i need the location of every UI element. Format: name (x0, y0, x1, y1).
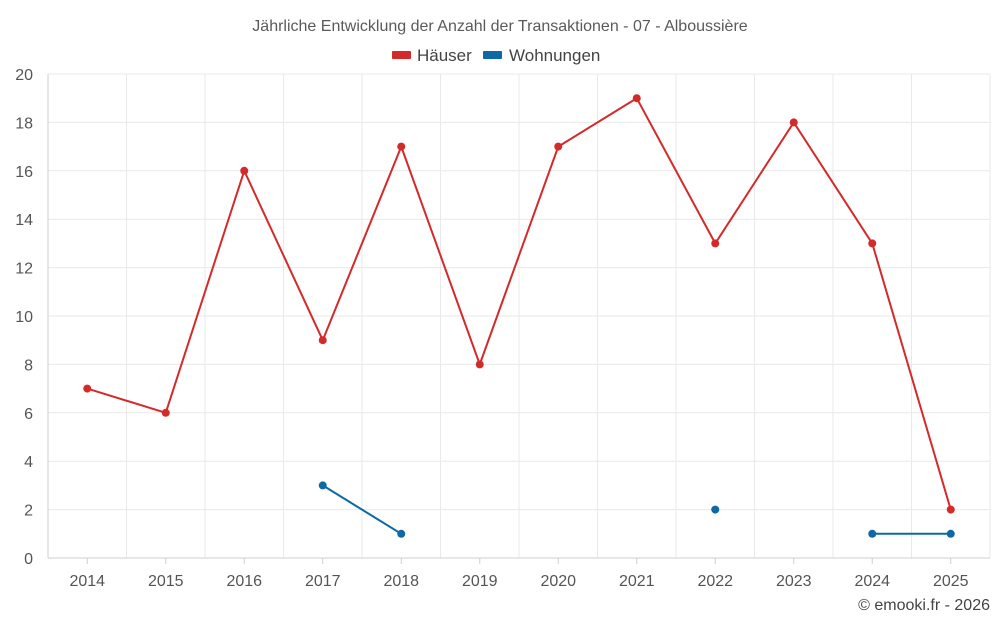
y-tick-label: 12 (15, 261, 33, 278)
legend-swatch (392, 51, 411, 59)
copyright-credit: © emooki.fr - 2026 (858, 597, 990, 614)
x-tick-label: 2018 (383, 573, 419, 590)
legend-swatch (483, 51, 502, 59)
data-point[interactable] (318, 481, 327, 490)
x-tick-label: 2023 (776, 573, 812, 590)
x-tick-label: 2025 (933, 573, 969, 590)
series-wohnungen (318, 481, 955, 538)
x-tick-label: 2015 (148, 573, 184, 590)
chart-title: Jährliche Entwicklung der Anzahl der Tra… (252, 18, 747, 35)
x-tick-label: 2019 (462, 573, 498, 590)
x-tick-label: 2016 (226, 573, 262, 590)
y-tick-label: 18 (15, 115, 33, 132)
data-point[interactable] (632, 94, 641, 103)
data-point[interactable] (868, 239, 877, 248)
legend-item-wohnungen[interactable]: Wohnungen (483, 46, 600, 65)
data-point[interactable] (554, 142, 563, 151)
data-point[interactable] (161, 408, 170, 417)
series-haeuser (83, 94, 955, 514)
legend-label: Häuser (417, 46, 472, 65)
data-point[interactable] (946, 505, 955, 514)
data-point[interactable] (946, 529, 955, 538)
x-tick-label: 2020 (540, 573, 576, 590)
y-tick-label: 2 (24, 503, 33, 520)
chart-grid (47, 73, 991, 559)
data-point[interactable] (83, 384, 92, 393)
y-axis: 0 2 4 6 8 10 12 14 16 18 20 (15, 67, 49, 568)
data-point[interactable] (318, 336, 327, 345)
chart-legend: Häuser Wohnungen (392, 46, 600, 65)
y-tick-label: 14 (15, 212, 33, 229)
data-point[interactable] (475, 360, 484, 369)
data-point[interactable] (397, 142, 406, 151)
x-tick-label: 2017 (305, 573, 341, 590)
y-tick-label: 10 (15, 309, 33, 326)
y-tick-label: 4 (24, 454, 33, 471)
legend-label: Wohnungen (509, 46, 600, 65)
x-tick-label: 2021 (619, 573, 655, 590)
x-tick-label: 2022 (697, 573, 733, 590)
data-point[interactable] (397, 529, 406, 538)
data-point[interactable] (711, 505, 720, 514)
series-layer (83, 94, 955, 538)
y-tick-label: 6 (24, 406, 33, 423)
data-point[interactable] (868, 529, 877, 538)
y-tick-label: 0 (24, 551, 33, 568)
y-tick-label: 20 (15, 67, 33, 84)
data-point[interactable] (711, 239, 720, 248)
y-tick-label: 16 (15, 164, 33, 181)
legend-item-haeuser[interactable]: Häuser (392, 46, 472, 65)
x-tick-label: 2024 (854, 573, 890, 590)
x-axis: 2014 2015 2016 2017 2018 2019 2020 2021 2022 2023… (48, 557, 990, 590)
x-tick-label: 2014 (69, 573, 105, 590)
series-line-segment (322, 484, 402, 535)
series-line-segment (86, 97, 952, 510)
data-point[interactable] (240, 166, 249, 175)
y-tick-label: 8 (24, 357, 33, 374)
data-point[interactable] (789, 118, 798, 127)
